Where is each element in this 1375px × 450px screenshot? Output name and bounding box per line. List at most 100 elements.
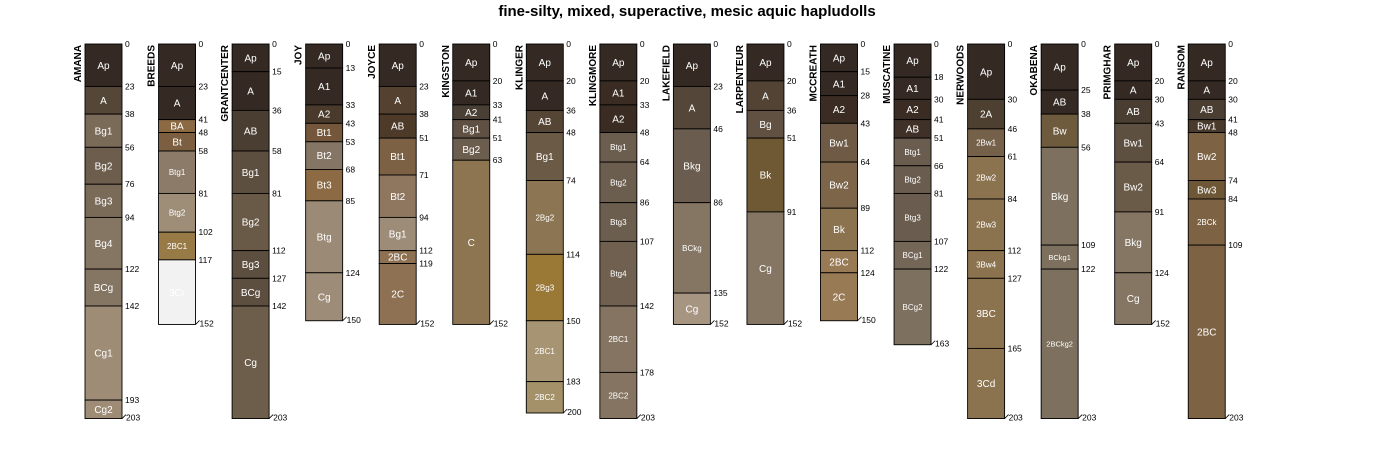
- horizon-rect: [84, 399, 123, 419]
- depth-label: 51: [787, 133, 797, 143]
- horizon-label: Bt2: [390, 192, 405, 203]
- horizon-label: Bw1: [1197, 122, 1217, 133]
- depth-label: 30: [1008, 94, 1018, 104]
- horizon-label: Btg2: [904, 175, 921, 184]
- horizon-a2: A2: [820, 95, 858, 124]
- horizon-btg2: Btg2: [893, 165, 932, 194]
- profile-name: NERWOODS: [956, 45, 967, 105]
- depth-label: 85: [346, 196, 356, 206]
- horizon-a1: A1: [452, 80, 491, 106]
- depth-label: 102: [199, 227, 213, 237]
- horizon-rect: [378, 263, 417, 325]
- depth-label: 30: [1228, 94, 1238, 104]
- horizon-label: Bg1: [536, 152, 554, 163]
- horizon-rect: [746, 211, 785, 325]
- horizon-label: 2BC1: [608, 335, 629, 344]
- depth-label: 56: [125, 142, 135, 152]
- horizon-rect: [599, 43, 638, 82]
- horizon-ap: Ap: [1114, 43, 1153, 82]
- horizon-rect: [967, 347, 1006, 419]
- depth-label: 86: [713, 198, 723, 208]
- horizon-label: Btg4: [610, 270, 627, 279]
- depth-label: 81: [934, 188, 944, 198]
- horizon-label: Btg1: [169, 168, 186, 177]
- horizon-label: A2: [906, 105, 919, 116]
- horizon-rect: [1040, 268, 1079, 419]
- horizon-rect: [746, 80, 785, 111]
- horizon-label: 2C: [391, 290, 404, 301]
- depth-label: 165: [1008, 343, 1022, 353]
- depth-label: 64: [1155, 157, 1165, 167]
- horizon-rect: [158, 85, 197, 121]
- horizon-rect: [893, 137, 932, 167]
- horizon-cg2: Cg2: [84, 399, 123, 419]
- horizon-label: 2BC2: [535, 393, 556, 402]
- horizon-bw: Bw: [1040, 113, 1079, 148]
- horizon-rect: [158, 43, 197, 87]
- depth-label: 20: [1155, 76, 1165, 86]
- horizon-ab: AB: [231, 109, 270, 152]
- horizon-bg: Bg: [746, 109, 785, 139]
- profile-name: OKABENA: [1029, 45, 1040, 96]
- horizon-bg1: Bg1: [231, 150, 270, 194]
- profile-okabena: OKABENA Ap AB Bw Bkg BCkg1 2BCkg2 0 25 38 56 109 122…: [1029, 39, 1096, 423]
- horizon-label: 2C: [833, 292, 846, 303]
- horizon-2bc2: 2BC2: [525, 381, 564, 414]
- horizon-ap: Ap: [84, 43, 123, 87]
- horizon-rect: [820, 272, 858, 322]
- depth-label: 23: [713, 81, 723, 91]
- depth-label: 91: [1155, 207, 1165, 217]
- depth-label: 152: [420, 318, 434, 328]
- horizon-label: BA: [170, 122, 184, 133]
- depth-label: 20: [640, 76, 650, 86]
- horizon-rect: [231, 43, 270, 73]
- horizon-rect: [1040, 43, 1079, 91]
- horizon-label: Bg1: [389, 230, 407, 241]
- horizon-bk: Bk: [746, 137, 785, 213]
- depth-label: 46: [713, 124, 723, 134]
- horizon-cg: Cg: [672, 292, 711, 325]
- horizon-cg: Cg: [1114, 272, 1153, 325]
- horizon-a: A: [378, 85, 417, 115]
- horizon-btg: Btg: [305, 200, 344, 274]
- horizon-rect: [378, 137, 417, 176]
- horizon-label: 3BC: [976, 309, 995, 320]
- depth-label: 81: [272, 188, 282, 198]
- horizon-rect: [893, 43, 932, 78]
- horizon-ap: Ap: [378, 43, 417, 87]
- depth-label: 122: [125, 264, 139, 274]
- horizon-label: A: [174, 99, 181, 110]
- horizon-ap: Ap: [1187, 43, 1226, 82]
- horizon-a: A: [84, 85, 123, 115]
- horizon-ap: Ap: [599, 43, 638, 82]
- depth-label: 36: [787, 105, 797, 115]
- depth-label: 178: [640, 367, 654, 377]
- depth-tick: [195, 320, 200, 325]
- depth-label: 109: [1081, 240, 1095, 250]
- depth-label: 122: [1081, 264, 1095, 274]
- horizon-label: Btg1: [610, 143, 627, 152]
- horizon-ap: Ap: [452, 43, 491, 82]
- horizon-cg1: Cg1: [84, 305, 123, 401]
- horizon-label: A: [394, 96, 401, 107]
- horizon-bkg: Bkg: [1040, 146, 1079, 246]
- depth-label: 20: [1228, 76, 1238, 86]
- horizon-bg2: Bg2: [452, 137, 491, 161]
- horizon-bg1: Bg1: [378, 216, 417, 252]
- horizon-ba: BA: [158, 119, 197, 134]
- horizon-label: A: [1130, 86, 1137, 97]
- horizon-rect: [820, 161, 858, 209]
- horizon-bg1: Bg1: [84, 113, 123, 148]
- horizon-label: Bt1: [390, 152, 405, 163]
- depth-label: 48: [640, 128, 650, 138]
- profile-name: BREEDS: [147, 45, 158, 87]
- horizon-rect: [967, 250, 1006, 279]
- depth-label: 94: [419, 212, 429, 222]
- horizon-rect: [525, 253, 564, 322]
- horizon-label: Ap: [171, 61, 184, 72]
- horizon-2bw2: 2Bw2: [967, 156, 1006, 200]
- horizon-bt: Bt: [158, 132, 197, 152]
- horizon-label: Cg: [318, 292, 331, 303]
- horizon-label: Bkg: [1125, 238, 1142, 249]
